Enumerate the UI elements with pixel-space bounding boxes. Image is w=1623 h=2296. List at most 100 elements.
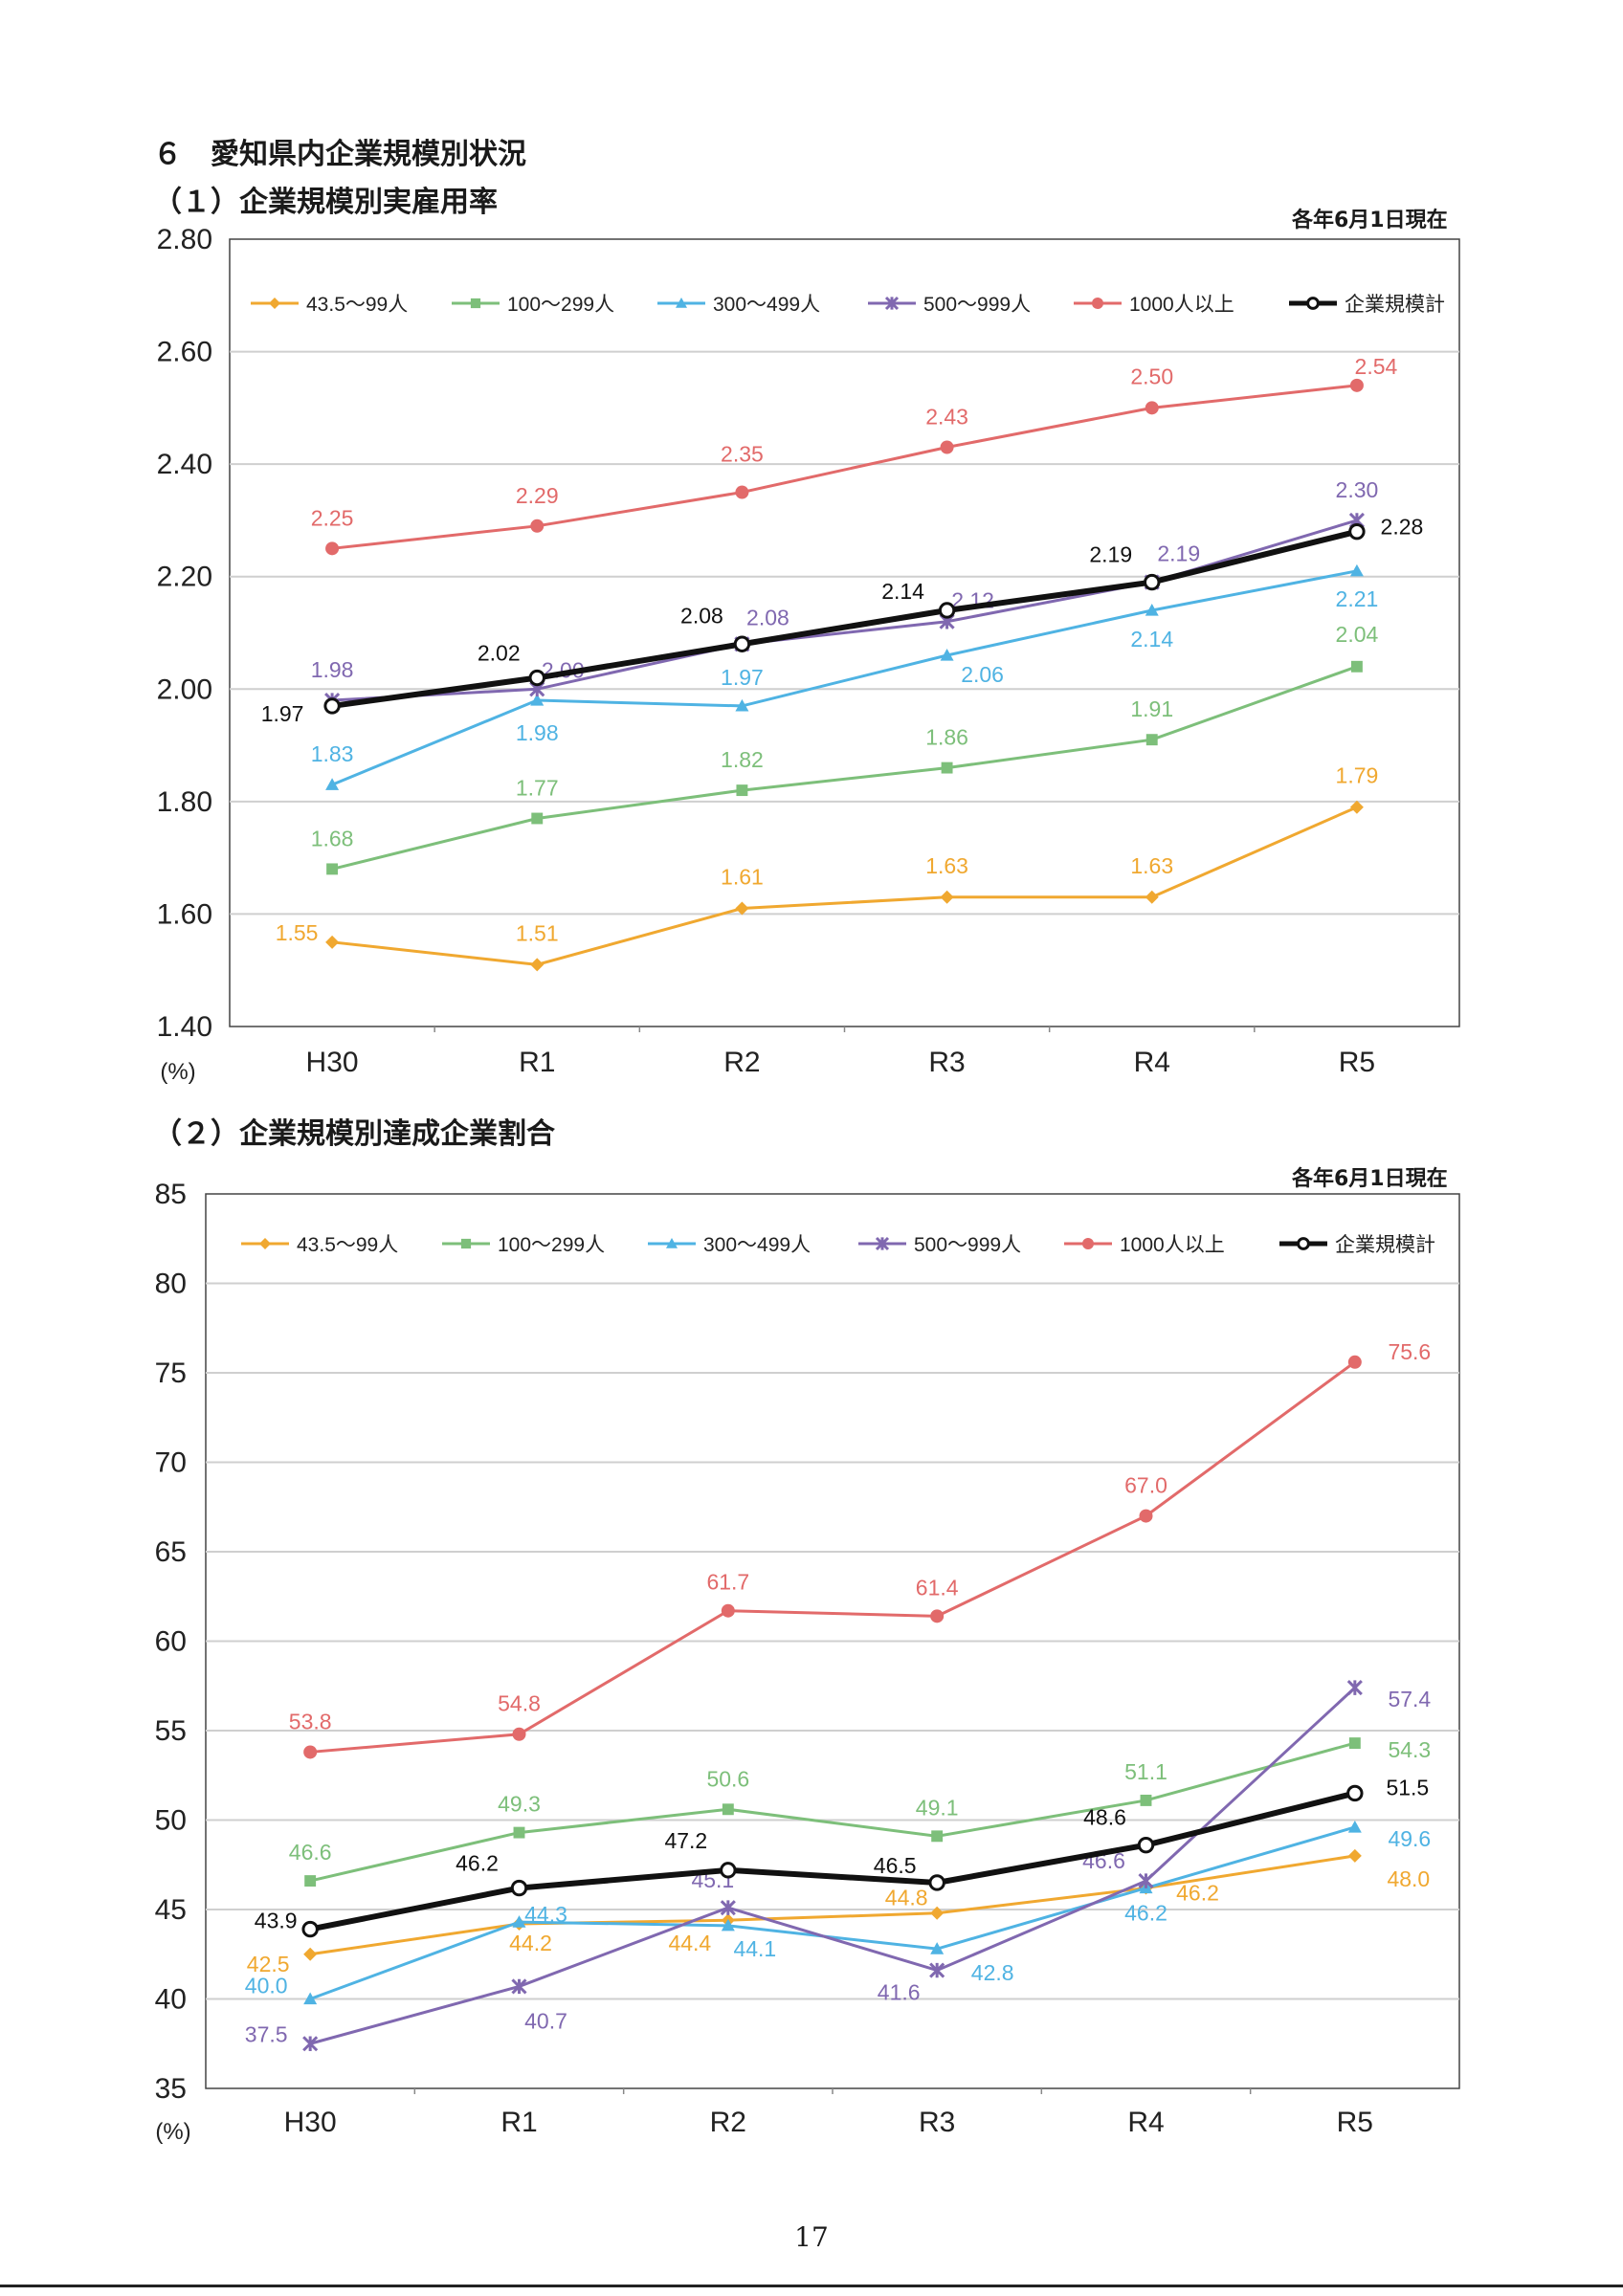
data-point (303, 1992, 318, 2005)
data-point (512, 1727, 526, 1741)
section-title: ６ 愛知県内企業規模別状況 (153, 138, 526, 171)
series-line (331, 384, 1358, 550)
data-label: 46.2 (456, 1851, 499, 1876)
data-point (930, 1609, 945, 1623)
data-point (302, 2036, 319, 2052)
legend-label: 43.5～99人 (297, 1234, 398, 1256)
x-tick-label: R4 (1134, 1047, 1170, 1078)
x-tick-label: R5 (1337, 2107, 1373, 2138)
legend-label: 300～499人 (713, 294, 820, 316)
data-label: 1.82 (721, 747, 764, 772)
data-label: 2.19 (1157, 541, 1200, 566)
legend-item: 500～999人 (868, 294, 1031, 316)
y-tick-label: 85 (155, 1179, 187, 1210)
y-tick-label: 2.80 (157, 224, 212, 255)
series-6: 43.9 46.2 47.2 46.5 48.6 51.5 (255, 1775, 1429, 1938)
x-tick-label: R3 (919, 2107, 955, 2138)
data-label: 1.98 (516, 720, 559, 745)
legend-item: 100～299人 (452, 294, 614, 316)
legend-label: 1000人以上 (1129, 294, 1234, 316)
series-6: 1.97 2.02 2.08 2.14 2.19 2.28 (261, 515, 1424, 726)
data-point (304, 1875, 317, 1888)
series-3: 1.83 1.98 1.97 2.06 2.14 2.21 (311, 563, 1379, 790)
data-label: 2.21 (1336, 586, 1379, 611)
series-line (309, 1741, 1356, 1883)
data-label: 1.91 (1130, 696, 1173, 721)
data-label: 43.9 (255, 1909, 298, 1933)
data-label: 2.50 (1130, 364, 1173, 388)
data-point (1349, 378, 1364, 392)
data-label: 44.8 (885, 1886, 928, 1910)
y-tick-label: 2.00 (157, 673, 212, 705)
legend-marker-icon (269, 298, 280, 309)
data-point (735, 698, 749, 712)
series-line (309, 1854, 1356, 1956)
data-label: 2.08 (746, 605, 789, 629)
y-tick-label: 1.40 (157, 1011, 212, 1043)
y-unit-label: (%) (155, 2119, 190, 2145)
data-label: 37.5 (245, 2021, 288, 2046)
data-label: 2.29 (516, 483, 559, 508)
data-label: 1.68 (311, 826, 354, 850)
x-tick-label: R1 (500, 2107, 537, 2138)
data-point (1346, 1784, 1364, 1802)
data-label: 46.2 (1176, 1881, 1219, 1906)
data-label: 1.98 (311, 657, 354, 682)
data-point (1145, 734, 1158, 746)
data-label: 44.2 (509, 1931, 552, 1955)
data-point (1348, 522, 1366, 541)
data-label: 2.19 (1089, 542, 1132, 567)
legend-item: 100～299人 (442, 1234, 605, 1256)
chart2-plot: 35 40 45 50 55 60 65 70 75 80 85 H30 R1 R2 R3 R4 R5 (%) 43… (155, 1179, 1460, 2145)
data-point (1140, 1794, 1152, 1806)
legend-marker-icon (884, 296, 900, 311)
data-point (530, 519, 545, 533)
data-label: 51.1 (1124, 1759, 1167, 1784)
data-point (1139, 1509, 1153, 1523)
data-label: 2.28 (1381, 515, 1424, 540)
data-point (1144, 573, 1161, 591)
data-label: 2.54 (1355, 354, 1398, 379)
data-label: 67.0 (1124, 1473, 1167, 1498)
data-point (722, 1803, 734, 1816)
data-point (720, 1900, 736, 1916)
x-tick-label: R1 (519, 1047, 555, 1078)
data-label: 42.5 (247, 1952, 290, 1976)
series-line (331, 569, 1358, 786)
data-label: 1.86 (925, 725, 968, 750)
data-point (528, 669, 545, 687)
x-tick-label: R2 (710, 2107, 746, 2138)
data-point (720, 1862, 737, 1879)
data-label: 49.6 (1388, 1826, 1431, 1851)
data-label: 2.30 (1336, 477, 1379, 502)
data-label: 49.1 (916, 1795, 959, 1820)
data-label: 61.4 (916, 1575, 959, 1600)
data-point (301, 1920, 319, 1938)
data-point (1347, 1820, 1362, 1833)
data-label: 1.97 (261, 701, 304, 726)
legend-item: 43.5～99人 (241, 1234, 398, 1256)
data-point (303, 1947, 318, 1961)
data-label: 46.5 (874, 1853, 917, 1878)
data-label: 1.97 (721, 665, 764, 690)
data-point (323, 697, 341, 715)
legend-item: 500～999人 (858, 1234, 1021, 1256)
legend-item: 43.5～99人 (251, 294, 408, 316)
data-point (1349, 800, 1364, 814)
data-label: 51.5 (1386, 1775, 1429, 1799)
data-point (940, 890, 954, 904)
series-4: 37.540.745.141.646.657.4 (245, 1680, 1431, 2052)
x-tick-label: R5 (1339, 1047, 1375, 1078)
legend-label: 100～299人 (498, 1234, 605, 1256)
y-tick-label: 2.20 (157, 562, 212, 593)
y-tick-label: 35 (155, 2073, 187, 2105)
series-4: 1.98 2.002.082.122.192.30 (311, 477, 1379, 709)
data-point (325, 778, 340, 790)
data-point (736, 784, 748, 797)
series-line (331, 665, 1358, 871)
data-point (513, 1826, 525, 1839)
legend-item: 300～499人 (657, 294, 820, 316)
data-point (928, 1874, 945, 1891)
data-label: 54.8 (498, 1691, 541, 1716)
